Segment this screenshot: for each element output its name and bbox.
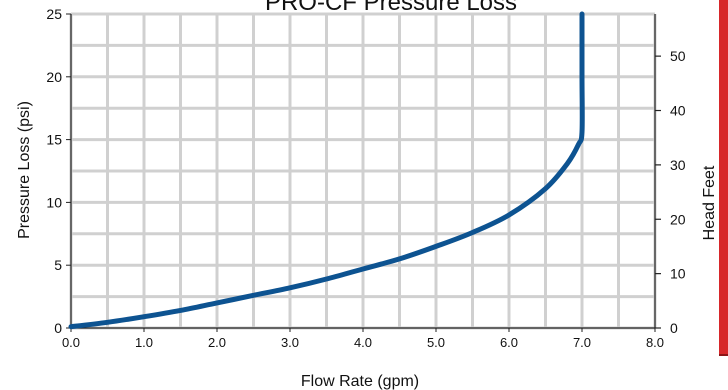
x-axis-label: Flow Rate (gpm) <box>301 373 419 390</box>
y-tick-label: 0 <box>54 320 62 336</box>
y-tick-label: 10 <box>46 194 62 210</box>
x-tick-label: 7.0 <box>573 335 591 350</box>
y-tick-label: 5 <box>54 257 62 273</box>
x-tick-label: 5.0 <box>427 335 445 350</box>
y2-tick-label: 40 <box>670 103 686 119</box>
y-tick-label: 20 <box>46 69 62 85</box>
y2-axis-label: Head Feet <box>701 165 718 240</box>
chart-title: PRO-CF Pressure Loss <box>265 0 517 16</box>
pressure-loss-curve <box>68 11 585 330</box>
x-tick-label: 3.0 <box>281 335 299 350</box>
red-accent-strip-shadow <box>719 354 728 356</box>
y2-tick-label: 10 <box>670 266 686 282</box>
y2-tick-label: 30 <box>670 157 686 173</box>
x-tick-label: 1.0 <box>135 335 153 350</box>
series-layer <box>68 11 585 330</box>
tick-labels: 0.0 1.0 2.0 3.0 4.0 5.0 6.0 7.0 8.0 0 5 10 15 20 25 0 10… <box>46 6 685 350</box>
tick-marks <box>66 13 661 332</box>
x-tick-label: 2.0 <box>208 335 226 350</box>
y-tick-label: 25 <box>46 6 62 22</box>
y-tick-label: 15 <box>46 132 62 148</box>
y-axis-label: Pressure Loss (psi) <box>16 101 33 239</box>
red-accent-strip <box>719 0 728 356</box>
grid <box>69 12 657 330</box>
x-tick-label: 8.0 <box>646 335 664 350</box>
y2-tick-label: 0 <box>670 320 678 336</box>
y2-tick-label: 50 <box>670 48 686 64</box>
x-tick-label: 6.0 <box>500 335 518 350</box>
x-tick-label: 0.0 <box>62 335 80 350</box>
y2-tick-label: 20 <box>670 211 686 227</box>
x-tick-label: 4.0 <box>354 335 372 350</box>
